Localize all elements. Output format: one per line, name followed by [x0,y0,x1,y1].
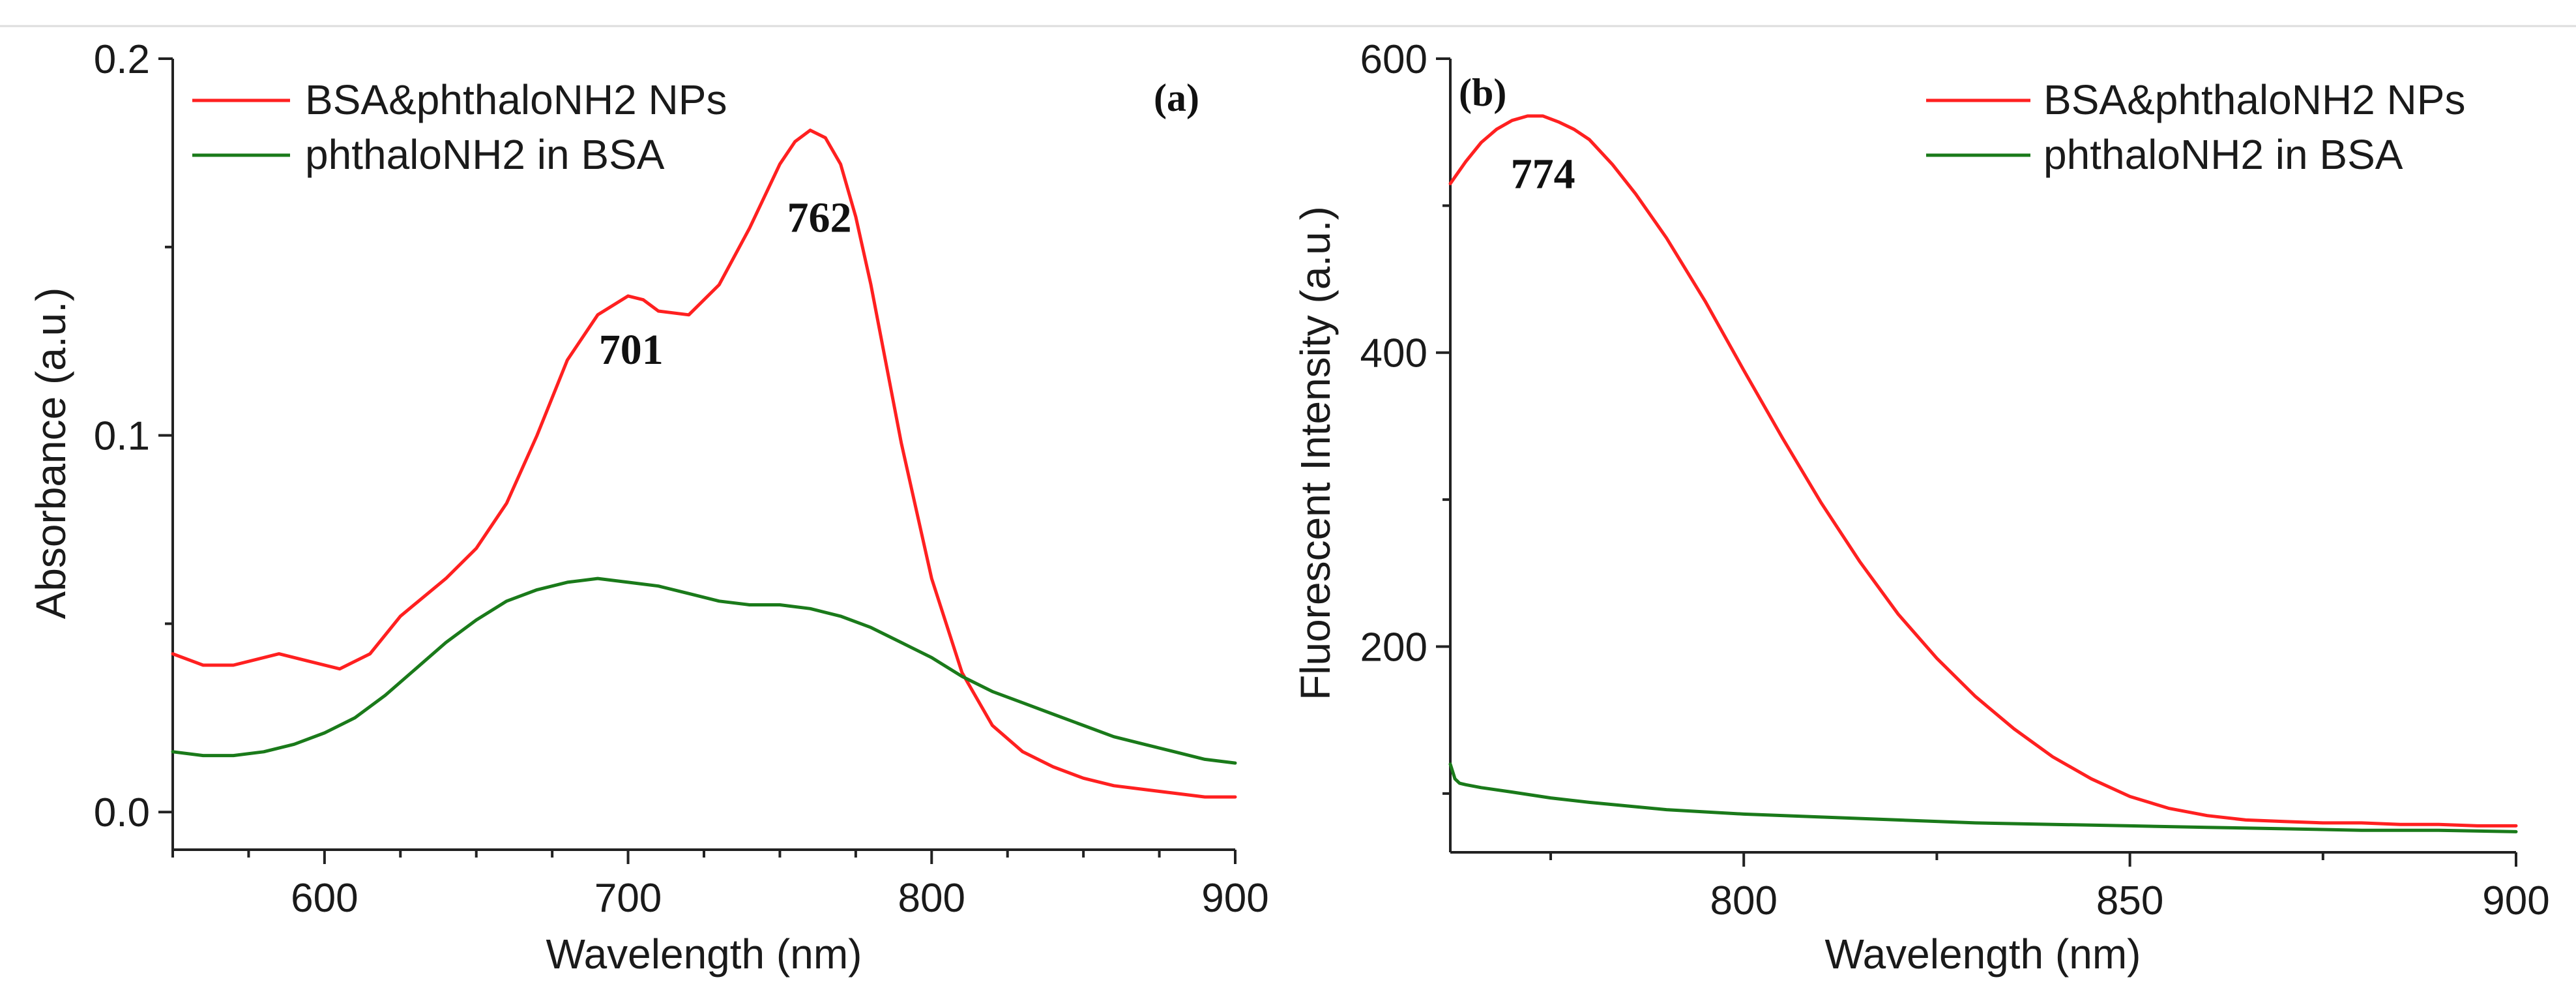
panel-b-series-phthalonh2-in-bsa-line [1448,762,2518,833]
panel-b-y-tick-label: 400 [1360,331,1427,376]
panel-a-peak-annotation: 701 [599,326,664,374]
panel-b-label: (b) [1459,71,1506,114]
panel-a-annotations: 701 762 [599,194,852,374]
panel-b-y-tick-label: 200 [1360,625,1427,670]
panel-b-x-tick-label: 850 [2096,878,2163,923]
panel-a-x-tick-label: 900 [1201,876,1268,921]
panel-a-series [171,128,1237,799]
panel-a-peak-annotation: 762 [787,194,851,242]
panel-b-series [1448,114,2518,833]
panel-b-annotations: 774 [1511,150,1575,198]
panel-a-ticks: 600 700 800 900 0.0 0.1 0.2 [94,37,1269,921]
panel-a-y-tick-label: 0.1 [94,414,150,459]
panel-a-series-phthalonh2-in-bsa-line [171,576,1237,765]
panel-b-legend-label-bsa: phthaloNH2 in BSA [2043,131,2403,178]
panel-b-x-tick-label: 900 [2482,878,2549,923]
panel-b-y-axis-title: Fluorescent Intensity (a.u.) [1292,206,1339,700]
panel-b-ticks: 800 850 900 200 400 600 [1360,37,2550,923]
panel-b-x-axis-title: Wavelength (nm) [1825,931,2141,978]
panel-a-x-tick-label: 800 [898,876,965,921]
panel-b-fluorescence-chart: 800 850 900 200 400 600 774 (b) BSA&phthaloNH… [1292,37,2550,978]
panel-b-peak-annotation: 774 [1511,150,1575,198]
panel-a-x-tick-label: 600 [291,876,358,921]
panel-b-legend: BSA&phthaloNH2 NPs phthaloNH2 in BSA [1926,76,2465,178]
panel-a-absorbance-chart: 600 700 800 900 0.0 0.1 0.2 701 762 (a) BSA&pht… [27,37,1269,978]
panel-a-x-tick-label: 700 [594,876,662,921]
panel-a-legend: BSA&phthaloNH2 NPs phthaloNH2 in BSA [192,76,727,178]
panel-a-y-tick-label: 0.0 [94,790,150,835]
panel-a-label: (a) [1154,76,1199,119]
panel-b-x-tick-label: 800 [1710,878,1777,923]
panel-a-legend-label-nps: BSA&phthaloNH2 NPs [305,76,727,123]
panel-a-y-tick-label: 0.2 [94,37,150,82]
panel-a-y-axis-title: Absorbance (a.u.) [27,288,74,620]
panel-b-series-nps-line [1448,114,2518,828]
panel-b-legend-label-nps: BSA&phthaloNH2 NPs [2043,76,2465,123]
panel-b-y-tick-label: 600 [1360,37,1427,82]
panel-a-legend-label-bsa: phthaloNH2 in BSA [305,131,665,178]
panel-a-x-axis-title: Wavelength (nm) [546,931,862,978]
panel-a-series-nps-line [171,128,1237,799]
